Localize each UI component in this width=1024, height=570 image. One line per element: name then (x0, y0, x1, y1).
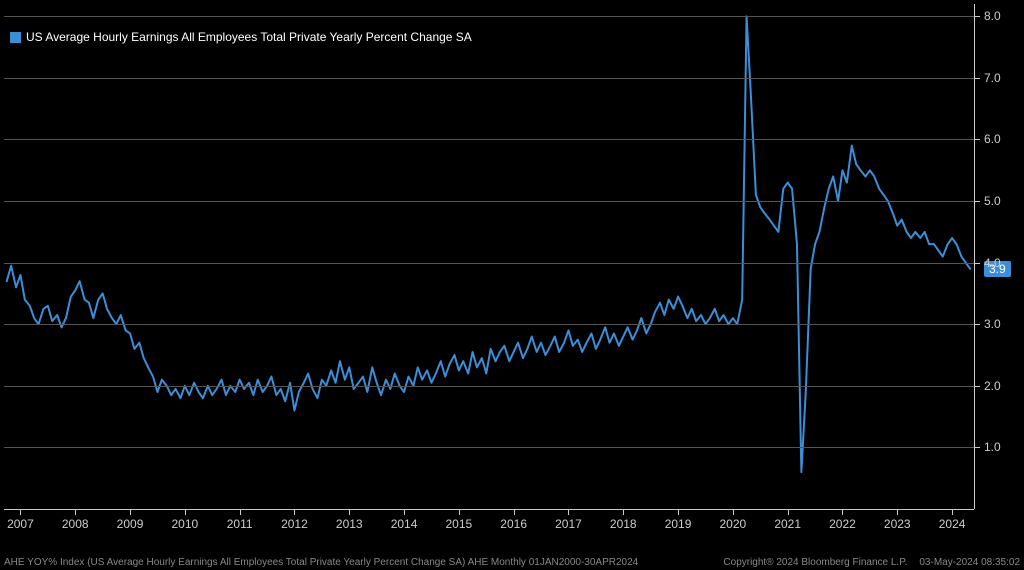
y-tick-label: 5.0 (984, 194, 1014, 208)
y-tick-label: 7.0 (984, 71, 1014, 85)
x-tick-mark (678, 509, 679, 515)
x-tick-label: 2016 (500, 517, 527, 531)
x-tick-label: 2012 (281, 517, 308, 531)
gridline-h (4, 324, 974, 325)
x-tick-mark (733, 509, 734, 515)
x-tick-mark (842, 509, 843, 515)
x-tick-label: 2018 (610, 517, 637, 531)
gridline-h (4, 201, 974, 202)
chart-legend: US Average Hourly Earnings All Employees… (10, 30, 472, 44)
y-tick-label: 4.0 (984, 256, 1014, 270)
gridline-h (4, 78, 974, 79)
x-tick-label: 2010 (171, 517, 198, 531)
x-tick-label: 2024 (939, 517, 966, 531)
y-tick-label: 6.0 (984, 132, 1014, 146)
gridline-h (4, 447, 974, 448)
x-tick-mark (459, 509, 460, 515)
x-tick-mark (623, 509, 624, 515)
y-tick-mark (974, 139, 980, 140)
gridline-h (4, 386, 974, 387)
x-tick-mark (240, 509, 241, 515)
x-tick-mark (349, 509, 350, 515)
x-tick-label: 2023 (884, 517, 911, 531)
y-axis-line (974, 4, 975, 509)
x-tick-label: 2019 (665, 517, 692, 531)
y-tick-label: 2.0 (984, 379, 1014, 393)
x-tick-label: 2007 (7, 517, 34, 531)
x-tick-label: 2011 (227, 517, 253, 531)
x-tick-mark (788, 509, 789, 515)
x-tick-mark (514, 509, 515, 515)
y-tick-label: 1.0 (984, 440, 1014, 454)
y-tick-mark (974, 201, 980, 202)
x-tick-label: 2008 (62, 517, 89, 531)
y-tick-mark (974, 78, 980, 79)
y-tick-mark (974, 263, 980, 264)
x-tick-mark (952, 509, 953, 515)
x-tick-label: 2017 (555, 517, 582, 531)
x-tick-label: 2015 (445, 517, 472, 531)
y-tick-mark (974, 447, 980, 448)
x-tick-mark (130, 509, 131, 515)
y-tick-label: 8.0 (984, 9, 1014, 23)
plot-area (4, 4, 974, 509)
legend-label: US Average Hourly Earnings All Employees… (26, 30, 472, 44)
x-tick-mark (20, 509, 21, 515)
x-tick-mark (568, 509, 569, 515)
bloomberg-chart: US Average Hourly Earnings All Employees… (0, 0, 1024, 570)
x-tick-mark (185, 509, 186, 515)
x-axis-line (4, 509, 974, 510)
y-tick-mark (974, 324, 980, 325)
x-tick-label: 2009 (117, 517, 144, 531)
line-series-svg (4, 4, 974, 509)
gridline-h (4, 263, 974, 264)
legend-swatch (10, 32, 21, 43)
x-tick-mark (404, 509, 405, 515)
x-tick-label: 2014 (391, 517, 418, 531)
x-tick-mark (294, 509, 295, 515)
x-axis: 2007 2008 2009 2010 2011 2012 2013 2014 2015 2016… (4, 509, 974, 537)
footer-timestamp: 03-May-2024 08:35:02 (919, 557, 1020, 568)
gridline-h (4, 16, 974, 17)
footer-description: AHE YOY% Index (US Average Hourly Earnin… (4, 557, 638, 568)
footer-copyright: Copyright® 2024 Bloomberg Finance L.P. (723, 557, 907, 568)
gridline-h (4, 139, 974, 140)
y-tick-label: 3.0 (984, 317, 1014, 331)
y-tick-mark (974, 16, 980, 17)
x-tick-label: 2020 (720, 517, 747, 531)
x-tick-label: 2013 (336, 517, 363, 531)
chart-footer: AHE YOY% Index (US Average Hourly Earnin… (4, 557, 1020, 568)
x-tick-label: 2022 (829, 517, 856, 531)
x-tick-mark (75, 509, 76, 515)
x-tick-mark (897, 509, 898, 515)
y-tick-mark (974, 386, 980, 387)
x-tick-label: 2021 (774, 517, 801, 531)
